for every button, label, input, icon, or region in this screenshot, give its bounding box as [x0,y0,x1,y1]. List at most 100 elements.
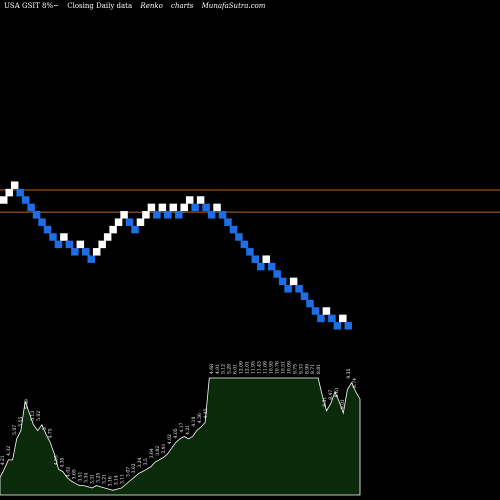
ticker-label: USA GSIT 8%~ [4,2,59,10]
renko-brick-up [339,314,347,323]
renko-brick-up [213,203,221,212]
renko-brick-down [207,211,216,219]
volume-label: 4.05 [173,428,179,438]
volume-label: 10.51 [280,361,286,374]
volume-label: 12.09 [239,361,245,374]
renko-brick-down [229,225,238,234]
renko-brick-down [251,255,260,263]
volume-label: 5.55 [18,416,24,426]
renko-brick-down [246,248,254,256]
volume-label: 3.34 [84,473,90,483]
volume-label: 8.51 [322,397,328,407]
renko-brick-down [278,277,287,286]
renko-brick-up [5,188,13,197]
volume-label: 5.02 [36,411,42,421]
volume-label: 4.75 [48,428,54,438]
volume-label: 8.71 [310,364,316,374]
volume-label: 3.16 [107,476,113,486]
volume-label: 4.18 [191,416,197,426]
renko-brick-down [16,188,24,197]
volume-label: 4.32 [6,446,12,456]
volume-label: 3.02 [131,463,137,473]
volume-area [0,377,361,496]
volume-label: 3.14 [113,475,119,485]
volume-label: 4.55 [54,455,60,465]
renko-brick-up [185,196,194,204]
renko-brick-down [21,196,30,204]
volume-label: 4.02 [167,434,173,444]
volume-label: 12.01 [245,361,251,374]
renko-brick-down [344,322,353,330]
volume-label: 10.76 [274,361,280,374]
renko-brick-up [196,196,205,204]
volume-label: 4.21 [185,425,191,435]
renko-brick-down [240,240,249,249]
volume-label: 10.09 [286,361,292,374]
volume-label: 4.68 [209,364,215,374]
volume-label: 5.13 [30,411,36,421]
volume-label: 8.81 [316,364,322,374]
volume-label: 3.5 [143,458,149,465]
volume-label: 3.21 [101,474,107,484]
renko-brick-down [153,211,161,219]
renko-brick-up [60,233,68,241]
volume-label: 11.09 [263,361,269,374]
renko-brick-down [87,255,95,263]
renko-brick-down [175,211,183,219]
renko-brick-down [311,307,320,315]
data-type-label: Closing Daily data [67,2,133,10]
volume-label: 6.01 [233,364,239,374]
renko-brick-up [76,240,85,249]
volume-label: 3.65 [72,469,78,479]
renko-brick-up [262,255,270,263]
renko-brick-down [333,322,342,330]
volume-label: 8.74 [352,378,358,388]
volume-label: 8.47 [328,390,334,400]
renko-brick-down [38,218,46,226]
volume-label: 5.49 [24,399,30,409]
renko-brick-down [191,203,199,212]
renko-brick-down [49,233,57,241]
renko-brick-down [71,248,79,256]
renko-brick-up [0,196,8,204]
renko-brick-down [27,203,35,212]
volume-label: 3.91 [161,443,167,453]
volume-label: 3.31 [89,474,95,484]
chart-header: USA GSIT 8%~ Closing Daily data Renko ch… [4,2,271,10]
volume-label: 3.25 [95,473,101,483]
renko-brick-up [158,203,167,212]
renko-brick-down [257,262,265,271]
volume-label: 5.28 [227,364,233,374]
renko-brick-down [317,314,325,323]
renko-brick-down [218,211,227,219]
renko-brick-up [142,211,150,219]
renko-brick-up [120,211,128,219]
renko-brick-down [267,262,276,271]
renko-brick-up [10,181,19,189]
renko-brick-down [224,218,232,226]
volume-label: 3.24 [137,457,143,467]
volume-label: 3.64 [149,448,155,458]
volume-label: 4.36 [197,413,203,423]
renko-brick-down [273,270,281,278]
renko-brick-up [136,218,145,226]
site-label: MunafaSutra.com [201,2,266,10]
renko-brick-up [98,240,106,249]
volume-label: 3.07 [125,467,131,477]
volume-label: 11.43 [257,361,263,374]
renko-brick-up [114,218,123,226]
volume-label: 10.95 [268,361,274,374]
volume-label: 3.11 [119,474,125,484]
volume-label: 4.35 [60,457,66,467]
volume-label: 5.12 [221,364,227,374]
renko-brick-up [147,203,156,212]
renko-brick-up [103,233,112,241]
renko-brick-down [82,248,90,256]
renko-brick-down [164,211,172,219]
renko-brick-down [43,225,52,234]
volume-label: 4.45 [203,408,209,418]
renko-brick-down [328,314,336,323]
renko-brick-up [322,307,331,315]
volume-label: 9.75 [292,364,298,374]
